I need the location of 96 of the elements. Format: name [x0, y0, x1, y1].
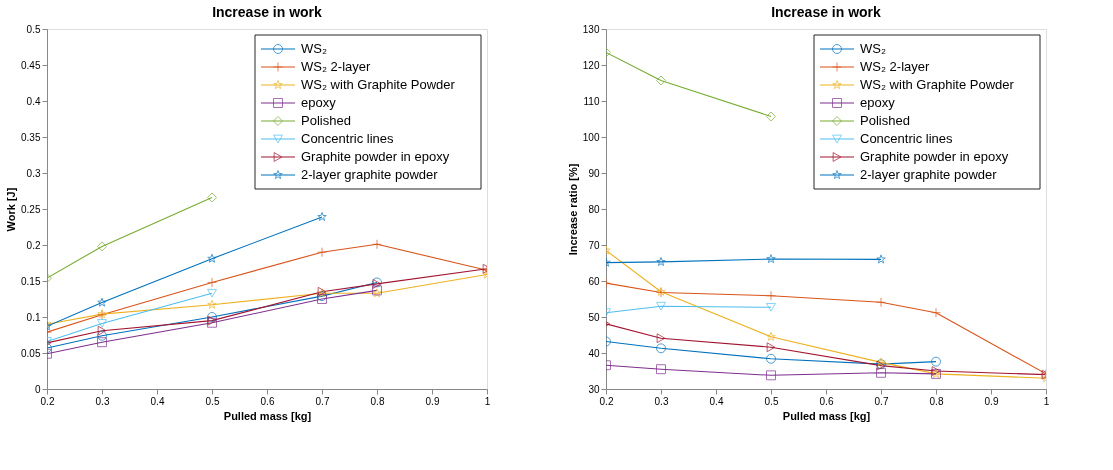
y-tick-label: 0.45: [21, 59, 41, 71]
x-tick-label: 0.3: [654, 395, 669, 407]
point: [931, 307, 941, 318]
point: [207, 299, 217, 309]
y-tick-label: 0.35: [21, 131, 41, 143]
legend-label: epoxy: [301, 95, 337, 110]
y-tick-label: 70: [588, 239, 600, 251]
legend-label: WS₂: [860, 41, 886, 56]
x-tick-label: 0.7: [874, 395, 889, 407]
y-tick-label: 130: [582, 23, 600, 35]
point: [97, 337, 107, 348]
x-tick-label: 0.9: [984, 395, 999, 407]
y-tick-label: 0.05: [21, 347, 41, 359]
legend-label: Graphite powder in epoxy: [301, 149, 450, 164]
legend-label: WS₂ with Graphite Powder: [301, 77, 456, 92]
point: [766, 331, 776, 341]
x-tick-label: 1: [1043, 395, 1050, 407]
x-tick-label: 0.2: [599, 395, 614, 407]
point: [656, 333, 666, 344]
point: [656, 364, 666, 375]
y-tick-label: 90: [588, 167, 600, 179]
legend-label: 2-layer graphite powder: [860, 167, 998, 182]
x-tick-label: 0.4: [709, 395, 724, 407]
y-tick-label: 0.15: [21, 275, 41, 287]
point: [97, 297, 107, 307]
chart-title: Increase in work: [771, 4, 882, 20]
point: [656, 75, 666, 86]
point: [97, 330, 107, 341]
point: [207, 253, 217, 263]
x-tick-label: 0.6: [260, 395, 275, 407]
x-tick-label: 0.8: [370, 395, 385, 407]
legend-label: Polished: [301, 113, 351, 128]
x-axis-title: Pulled mass [kg]: [223, 409, 312, 422]
legend-label: Concentric lines: [860, 131, 953, 146]
legend-label: epoxy: [860, 95, 896, 110]
legend-label: WS₂: [301, 41, 327, 56]
point: [766, 254, 776, 264]
point: [372, 239, 382, 250]
y-tick-label: 60: [588, 275, 600, 287]
x-tick-label: 0.5: [205, 395, 220, 407]
y-tick-label: 120: [582, 59, 600, 71]
y-tick-label: 0.5: [26, 23, 41, 35]
y-tick-label: 0: [34, 383, 41, 395]
legend-label: 2-layer graphite powder: [301, 167, 439, 182]
y-tick-label: 0.2: [26, 239, 41, 251]
legend-label: Graphite powder in epoxy: [860, 149, 1009, 164]
y-tick-label: 0.4: [26, 95, 41, 107]
y-axis-title: Work [J]: [5, 187, 18, 232]
y-tick-label: 30: [588, 383, 600, 395]
point: [766, 290, 776, 301]
point: [876, 367, 886, 378]
y-tick-label: 50: [588, 311, 600, 323]
y-axis-title: Increase ratio [%]: [566, 163, 579, 256]
y-tick-label: 0.25: [21, 203, 41, 215]
point: [766, 111, 776, 122]
x-tick-label: 0.3: [95, 395, 110, 407]
legend-label: Polished: [860, 113, 910, 128]
point: [97, 325, 107, 336]
point: [766, 353, 776, 364]
point: [317, 247, 327, 258]
y-tick-label: 0.3: [26, 167, 41, 179]
point: [656, 343, 666, 354]
legend-label: WS₂ 2-layer: [301, 59, 372, 74]
chart-title: Increase in work: [212, 4, 323, 20]
y-tick-label: 80: [588, 203, 600, 215]
point: [656, 301, 666, 311]
point: [766, 370, 776, 381]
x-tick-label: 0.5: [764, 395, 779, 407]
y-tick-label: 40: [588, 347, 600, 359]
x-tick-label: 0.4: [150, 395, 165, 407]
point: [207, 277, 217, 288]
legend-label: WS₂ with Graphite Powder: [860, 77, 1015, 92]
point: [97, 241, 107, 252]
point: [876, 254, 886, 264]
y-tick-label: 0.1: [26, 311, 41, 323]
x-tick-label: 0.2: [40, 395, 55, 407]
x-axis-title: Pulled mass [kg]: [782, 409, 871, 422]
y-tick-label: 100: [582, 131, 600, 143]
legend-label: Concentric lines: [301, 131, 394, 146]
y-tick-label: 110: [583, 95, 600, 107]
point: [656, 256, 666, 267]
x-tick-label: 0.6: [819, 395, 834, 407]
point: [207, 192, 217, 203]
x-tick-label: 0.9: [425, 395, 440, 407]
point: [207, 312, 217, 322]
x-tick-label: 1: [484, 395, 491, 407]
x-tick-label: 0.8: [929, 395, 944, 407]
point: [766, 342, 776, 353]
point: [876, 297, 886, 308]
point: [931, 356, 941, 367]
legend-label: WS₂ 2-layer: [860, 59, 931, 74]
x-tick-label: 0.7: [315, 395, 330, 407]
point: [317, 211, 327, 222]
point: [766, 302, 776, 312]
point: [97, 319, 107, 328]
point: [207, 288, 217, 298]
